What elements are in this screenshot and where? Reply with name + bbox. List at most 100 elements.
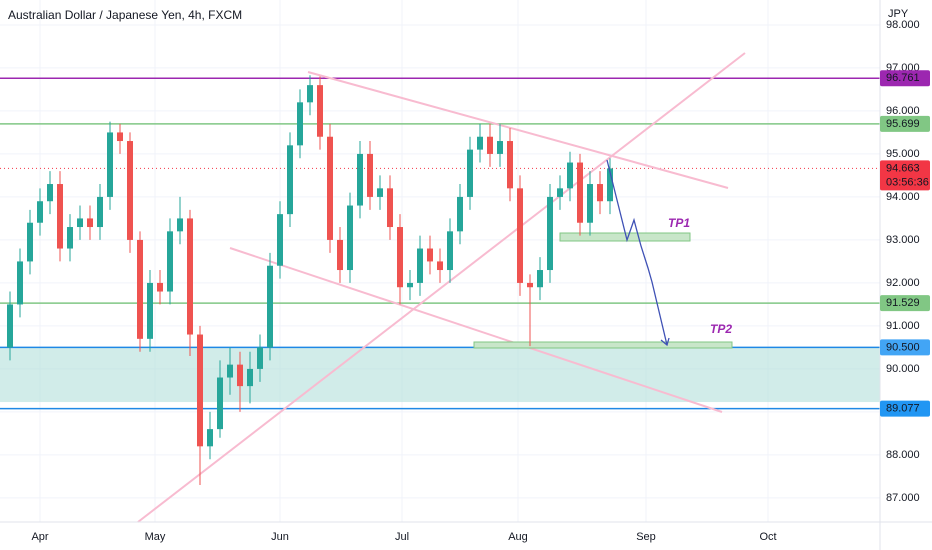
candle-body (517, 188, 523, 283)
candle-body (477, 136, 483, 150)
candle-body (487, 136, 493, 154)
candle-body (7, 304, 13, 348)
candle-body (367, 153, 373, 197)
candle-body (27, 222, 33, 262)
price-box (880, 339, 930, 356)
candle-body (237, 364, 243, 387)
last-price-label: 94.663 (886, 162, 920, 174)
candle-body (217, 377, 223, 430)
candle-body (527, 282, 533, 288)
price-box (880, 400, 930, 417)
price-box-label: 95.699 (886, 118, 920, 130)
candle-body (267, 265, 273, 348)
candle-body (497, 141, 503, 154)
candle-body (47, 184, 53, 202)
price-box (880, 70, 930, 87)
candle-layer (7, 75, 613, 486)
projection (606, 159, 670, 347)
candle-body (277, 214, 283, 266)
candle-body (177, 218, 183, 232)
trend-line (137, 52, 746, 523)
candle-body (257, 347, 263, 369)
axes: 87.00088.00089.00090.00091.00092.00093.0… (31, 19, 930, 543)
candle-body (67, 227, 73, 249)
candle-body (327, 136, 333, 240)
y-tick-label: 94.000 (886, 191, 920, 203)
candle-body (57, 184, 63, 249)
candle-body (77, 218, 83, 228)
candle-body (507, 141, 513, 189)
candle-body (447, 231, 453, 271)
candle-body (457, 196, 463, 232)
candle-body (567, 162, 573, 189)
candle-body (157, 282, 163, 292)
level-layer (0, 77, 880, 410)
candle-body (397, 227, 403, 288)
candle-body (537, 270, 543, 288)
price-box (880, 295, 930, 312)
candle-body (297, 102, 303, 146)
candle-body (287, 145, 293, 215)
candle-body (337, 239, 343, 271)
y-tick-label: 96.000 (886, 105, 920, 117)
countdown: 03:56:36 (886, 176, 929, 188)
tp2-box (473, 341, 733, 349)
candle-body (467, 149, 473, 197)
tp2-label: TP2 (710, 322, 732, 336)
x-tick-label: Aug (508, 531, 528, 543)
candle-body (97, 196, 103, 228)
candle-body (247, 368, 253, 387)
trend-line (229, 247, 723, 413)
y-tick-label: 95.000 (886, 148, 920, 160)
x-tick-label: Jun (271, 531, 289, 543)
projection-arrow (606, 159, 668, 346)
price-box-label: 90.500 (886, 341, 920, 353)
y-tick-label: 92.000 (886, 277, 920, 289)
candle-body (87, 218, 93, 228)
candle-body (357, 153, 363, 206)
last-price-box (880, 160, 930, 191)
candle-body (557, 188, 563, 197)
price-box-label: 91.529 (886, 297, 920, 309)
candle-body (427, 248, 433, 262)
candle-body (547, 196, 553, 271)
candle-body (307, 85, 313, 103)
candle-body (117, 132, 123, 142)
currency: JPY (888, 8, 909, 20)
candle-body (597, 184, 603, 202)
candle-body (317, 85, 323, 137)
y-tick-label: 88.000 (886, 449, 920, 461)
candle-body (587, 184, 593, 223)
tp1-label: TP1 (668, 216, 690, 230)
candle-body (417, 248, 423, 283)
y-tick-label: 90.000 (886, 363, 920, 375)
candle-body (207, 429, 213, 447)
zone-layer (0, 347, 880, 403)
arrow-head (660, 337, 670, 347)
candle-body (437, 261, 443, 271)
candle-body (377, 188, 383, 197)
candle-body (577, 162, 583, 223)
price-box-label: 96.761 (886, 72, 920, 84)
drawings (137, 52, 746, 523)
y-tick-label: 91.000 (886, 320, 920, 332)
candle-body (147, 282, 153, 339)
candle-body (197, 334, 203, 447)
y-tick-label: 93.000 (886, 234, 920, 246)
candle-body (407, 282, 413, 288)
candle-body (347, 205, 353, 271)
candle-body (167, 231, 173, 292)
price-box (880, 115, 930, 132)
y-tick-label: 87.000 (886, 492, 920, 504)
candle-body (37, 201, 43, 223)
y-tick-label: 98.000 (886, 19, 920, 31)
x-tick-label: Sep (636, 531, 656, 543)
chart-title: Australian Dollar / Japanese Yen, 4h, FX… (8, 8, 242, 22)
candle-body (17, 261, 23, 305)
x-tick-label: Apr (31, 531, 48, 543)
candle-body (107, 132, 113, 197)
candle-body (137, 239, 143, 339)
x-tick-label: May (145, 531, 166, 543)
candle-body (607, 168, 613, 202)
